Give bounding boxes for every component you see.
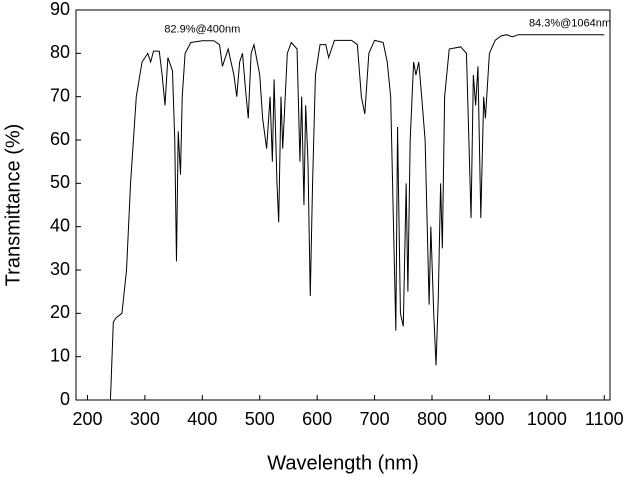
x-axis-title: Wavelength (nm) xyxy=(267,452,419,474)
x-tick-label: 1100 xyxy=(585,409,624,429)
y-tick-label: 40 xyxy=(50,215,70,235)
x-tick-label: 300 xyxy=(130,409,160,429)
spectrum-line xyxy=(109,34,605,401)
y-tick-label: 10 xyxy=(50,345,70,365)
y-tick-label: 50 xyxy=(50,172,70,192)
x-tick-label: 700 xyxy=(360,409,390,429)
x-tick-label: 600 xyxy=(302,409,332,429)
x-tick-label: 1000 xyxy=(527,409,567,429)
x-tick-label: 900 xyxy=(474,409,504,429)
y-tick-label: 70 xyxy=(50,85,70,105)
y-axis-title: Transmittance (%) xyxy=(2,124,24,287)
y-tick-label: 20 xyxy=(50,302,70,322)
annotation: 82.9%@400nm xyxy=(164,24,240,36)
x-tick-label: 200 xyxy=(72,409,102,429)
y-tick-label: 80 xyxy=(50,42,70,62)
y-tick-label: 30 xyxy=(50,259,70,279)
x-tick-label: 800 xyxy=(417,409,447,429)
plot-frame xyxy=(75,9,611,401)
annotation: 84.3%@1064nm xyxy=(529,18,611,30)
x-tick-label: 400 xyxy=(187,409,217,429)
y-tick-label: 90 xyxy=(50,0,70,19)
y-tick-label: 60 xyxy=(50,129,70,149)
y-tick-label: 0 xyxy=(60,389,70,409)
x-tick-label: 500 xyxy=(245,409,275,429)
